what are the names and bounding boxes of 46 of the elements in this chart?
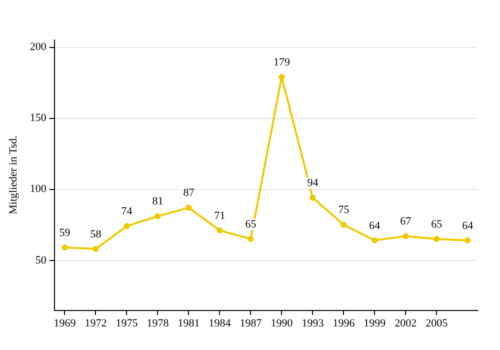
x-tick-label: 1975 bbox=[116, 318, 138, 330]
data-label: 81 bbox=[152, 196, 164, 208]
point bbox=[402, 233, 409, 240]
x-tick-label: 1969 bbox=[54, 318, 76, 330]
point bbox=[186, 204, 192, 211]
point bbox=[434, 236, 440, 242]
data-label: 74 bbox=[121, 206, 133, 218]
point bbox=[154, 213, 161, 220]
x-tick-label: 1978 bbox=[146, 318, 170, 330]
data-label: 94 bbox=[307, 177, 319, 190]
data-label: 65 bbox=[431, 218, 443, 230]
point bbox=[340, 222, 347, 228]
point bbox=[92, 246, 99, 252]
point bbox=[278, 74, 285, 80]
point bbox=[216, 227, 223, 234]
data-label: 59 bbox=[59, 226, 71, 239]
x-tick-label: 1996 bbox=[332, 318, 356, 330]
x-tick-label: 1972 bbox=[84, 318, 107, 330]
point bbox=[372, 237, 378, 244]
x-tick-label: 1981 bbox=[178, 318, 200, 330]
x-tick-label: 1987 bbox=[240, 318, 262, 330]
point bbox=[248, 236, 254, 242]
x-tick-label: 2005 bbox=[426, 318, 448, 330]
data-label: 67 bbox=[400, 216, 412, 228]
data-label: 58 bbox=[90, 228, 102, 240]
data-label: 75 bbox=[338, 204, 350, 216]
data-label: 64 bbox=[462, 220, 474, 232]
data-label: 179 bbox=[273, 56, 290, 68]
y-axis-title: Mitglieder in Tsd. bbox=[8, 135, 20, 214]
data-label: 64 bbox=[369, 220, 381, 232]
point bbox=[124, 223, 130, 230]
point bbox=[464, 237, 471, 244]
x-tick-label: 2002 bbox=[394, 318, 417, 330]
data-label: 71 bbox=[214, 210, 226, 222]
data-label: 87 bbox=[183, 187, 195, 200]
y-tick-label: 150 bbox=[30, 112, 47, 124]
x-tick-label: 1984 bbox=[208, 318, 232, 330]
x-tick-label: 1999 bbox=[364, 318, 386, 330]
y-tick-label: 100 bbox=[30, 183, 47, 196]
x-tick-label: 1990 bbox=[270, 318, 294, 330]
point bbox=[310, 194, 316, 201]
point bbox=[62, 244, 68, 250]
data-label: 65 bbox=[245, 218, 257, 230]
x-tick-label: 1993 bbox=[302, 318, 324, 330]
y-tick-label: 200 bbox=[30, 41, 47, 54]
y-tick-label: 50 bbox=[35, 254, 47, 266]
